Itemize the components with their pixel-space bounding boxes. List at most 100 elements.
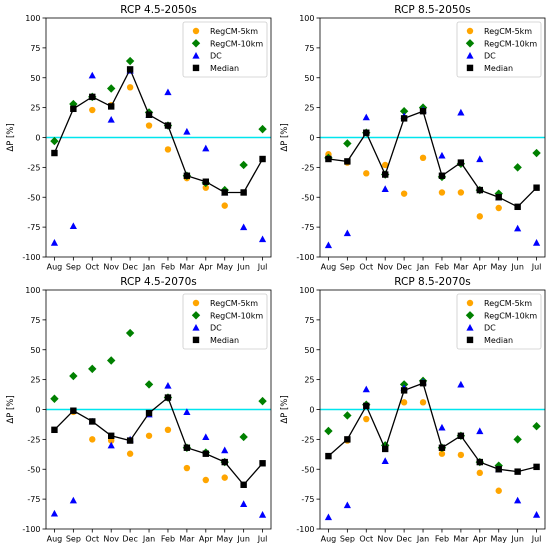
data-point — [400, 387, 408, 394]
data-point — [457, 380, 465, 388]
x-tick-label: Jun — [236, 263, 250, 272]
x-tick-label: Jan — [142, 535, 155, 544]
x-tick-label: Jul — [257, 535, 268, 544]
legend-label: RegCM-10km — [210, 39, 263, 48]
x-tick-label: Apr — [199, 535, 214, 544]
y-tick-label: 100 — [299, 286, 314, 295]
data-point — [258, 511, 267, 518]
data-point — [532, 422, 541, 431]
data-point — [51, 149, 58, 157]
plot-frame — [45, 289, 272, 530]
data-point — [400, 115, 408, 122]
data-point — [362, 385, 370, 393]
x-tick-label: Feb — [435, 263, 449, 272]
y-tick-label: -25 — [27, 163, 40, 172]
legend-label: Median — [484, 64, 513, 73]
x-tick-label: May — [216, 263, 233, 272]
data-point — [532, 148, 541, 158]
y-tick-label: -25 — [301, 435, 314, 444]
data-point — [400, 399, 408, 406]
x-tick-label: Jul — [531, 263, 542, 272]
legend-label: DC — [210, 324, 222, 333]
series-regcm-5km — [325, 151, 502, 220]
data-point — [495, 204, 502, 212]
data-point — [89, 93, 96, 101]
data-point — [126, 66, 134, 73]
data-point — [438, 189, 446, 196]
chart-panel-4: RCP 8.5-2070s ΔP [%] -100 -75 -50 -25 0 25 50 75 1… — [280, 276, 546, 544]
y-tick-label: 75 — [30, 44, 40, 53]
data-point — [362, 113, 370, 121]
x-tick-label: Aug — [321, 263, 337, 272]
legend-marker — [465, 311, 475, 320]
data-point — [69, 222, 77, 229]
y-tick-label: -25 — [301, 163, 314, 172]
x-tick-label: Nov — [103, 535, 119, 544]
plot-frame — [319, 17, 546, 258]
data-point — [51, 426, 58, 434]
y-tick-label: -100 — [296, 525, 314, 534]
legend-label: DC — [484, 52, 496, 61]
data-point — [107, 103, 115, 110]
legend-label: DC — [210, 52, 222, 61]
data-point — [381, 445, 389, 453]
data-point — [457, 159, 465, 166]
data-point — [70, 407, 77, 414]
data-point — [164, 146, 172, 153]
data-point — [240, 189, 247, 196]
series-median — [51, 66, 266, 196]
legend-marker — [465, 39, 475, 48]
x-tick-label: Nov — [377, 535, 393, 544]
data-point — [164, 394, 172, 401]
series-regcm-5km — [344, 399, 502, 494]
data-point — [125, 56, 135, 66]
data-point — [495, 194, 502, 201]
data-point — [343, 501, 351, 509]
y-tick-label: 50 — [30, 346, 40, 355]
x-tick-label: Sep — [66, 263, 81, 272]
data-point — [69, 496, 77, 504]
legend-label: Median — [210, 64, 239, 73]
y-tick-label: 100 — [25, 14, 40, 23]
legend-box — [182, 293, 268, 350]
y-tick-label: -50 — [27, 465, 40, 474]
data-point — [221, 202, 228, 209]
data-point — [514, 496, 522, 504]
y-tick-label: -100 — [22, 525, 40, 534]
data-point — [533, 184, 540, 191]
y-tick-label: -50 — [301, 193, 314, 202]
data-point — [183, 127, 191, 135]
x-tick-label: Feb — [161, 263, 175, 272]
data-point — [324, 241, 333, 249]
data-point — [126, 437, 134, 444]
data-point — [240, 223, 248, 231]
x-tick-label: Apr — [199, 263, 214, 272]
legend: RegCM-5km RegCM-10km DC Median — [182, 293, 268, 350]
y-tick-label: 50 — [30, 74, 40, 83]
x-tick-label: Jun — [510, 535, 524, 544]
chart-panel-2: RCP 8.5-2050s ΔP [%] -100 -75 -50 -25 0 25 50 75 1… — [280, 4, 546, 272]
legend-box — [182, 21, 268, 78]
data-point — [164, 122, 172, 129]
series-regcm-5km — [70, 84, 228, 209]
data-point — [363, 170, 370, 177]
y-axis-label: ΔP [%] — [280, 123, 290, 151]
x-tick-label: Oct — [85, 263, 99, 272]
x-tick-label: Aug — [47, 263, 63, 272]
y-tick-label: 100 — [25, 286, 40, 295]
y-tick-label: 0 — [35, 406, 40, 415]
data-point — [324, 426, 333, 436]
data-point — [476, 469, 484, 477]
data-point — [399, 107, 409, 116]
y-tick-label: 75 — [304, 316, 314, 325]
data-point — [533, 463, 540, 471]
x-tick-label: Jan — [416, 263, 429, 272]
data-point — [50, 136, 59, 146]
chart-panel-1: RCP 4.5-2050s ΔP [%] -100 -75 -50 -25 0 25 50 75 1… — [6, 4, 272, 272]
legend-marker — [192, 336, 200, 344]
x-tick-label: Sep — [340, 263, 355, 272]
x-tick-label: May — [490, 263, 507, 272]
x-tick-label: Mar — [453, 535, 469, 544]
data-point — [381, 171, 389, 178]
